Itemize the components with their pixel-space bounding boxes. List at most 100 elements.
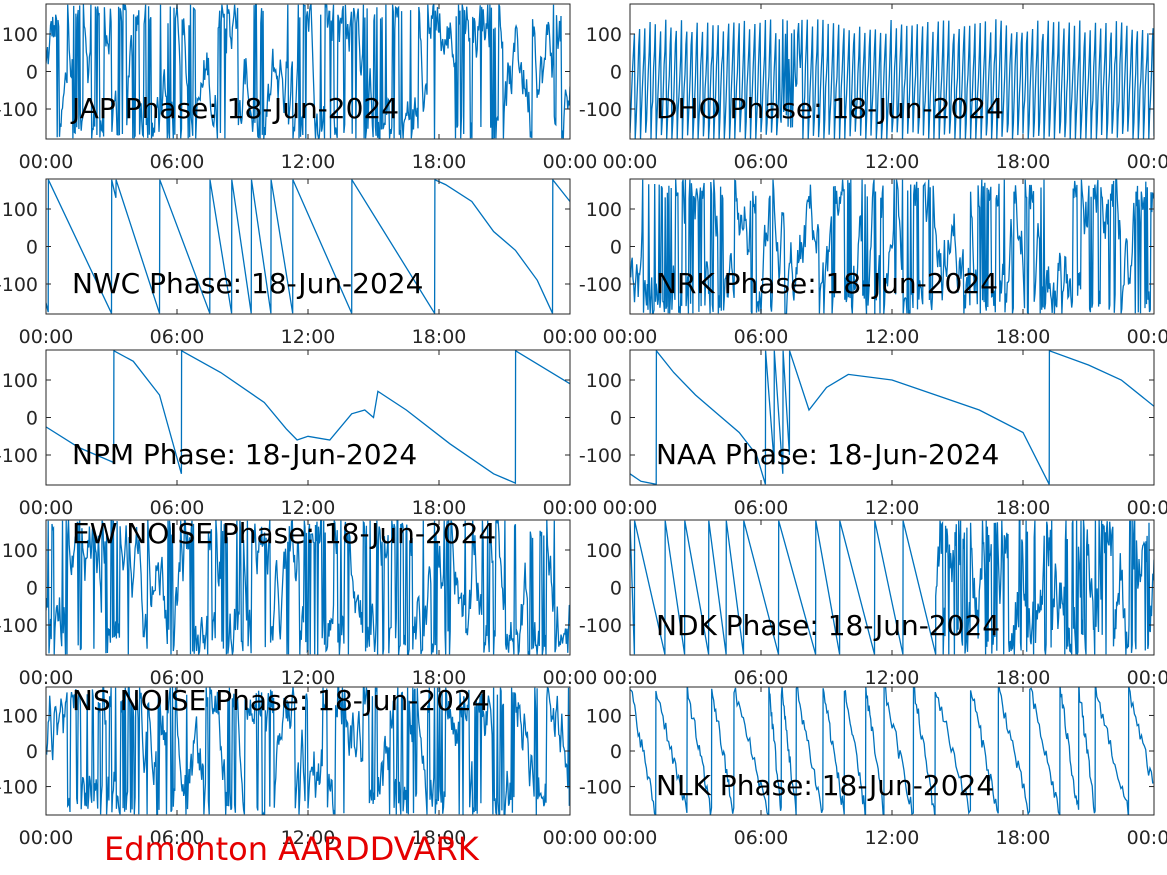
x-tick-label: 06:00 (150, 151, 205, 173)
x-tick-label: 12:00 (865, 667, 920, 689)
panel-title: JAP Phase: 18-Jun-2024 (70, 92, 399, 125)
x-tick-label: 00:00 (603, 827, 658, 849)
phase-panel: 100 0 -100 00:00 06:00 12:00 18:00 00:00 NWC Pha… (0, 178, 598, 348)
x-tick-label: 06:00 (734, 827, 789, 849)
x-tick-label: 06:00 (150, 326, 205, 348)
phase-panel: 100 0 -100 00:00 06:00 12:00 18:00 00:00 DHO Pha… (579, 3, 1167, 173)
y-tick-label: 100 (2, 705, 38, 727)
y-tick-label: 0 (610, 741, 622, 763)
y-tick-label: 100 (586, 199, 622, 221)
x-tick-label: 18:00 (996, 667, 1051, 689)
y-tick-label: 100 (2, 199, 38, 221)
y-tick-label: -100 (579, 777, 622, 799)
x-tick-label: 06:00 (150, 667, 205, 689)
phase-panel: 100 0 -100 00:00 06:00 12:00 18:00 00:00 NS NOIS… (0, 684, 597, 849)
x-tick-label: 00:00 (603, 667, 658, 689)
x-tick-label: 18:00 (412, 151, 467, 173)
x-tick-label: 18:00 (996, 497, 1051, 519)
x-tick-label: 12:00 (865, 326, 920, 348)
x-tick-label: 12:00 (281, 151, 336, 173)
y-tick-label: 0 (26, 408, 38, 430)
x-tick-label: 12:00 (281, 667, 336, 689)
phase-panel: 100 0 -100 00:00 06:00 12:00 18:00 00:00 NDK Pha… (579, 519, 1167, 689)
panel-title: NDK Phase: 18-Jun-2024 (656, 609, 1000, 642)
phase-series-line (630, 687, 1154, 815)
panel-title: NWC Phase: 18-Jun-2024 (72, 267, 423, 300)
phase-panel: 100 0 -100 00:00 06:00 12:00 18:00 00:00 JAP Pha… (0, 3, 598, 173)
y-tick-label: 0 (26, 237, 38, 259)
y-tick-label: -100 (0, 615, 38, 637)
phase-panel: 100 0 -100 00:00 06:00 12:00 18:00 00:00 NRK Pha… (579, 178, 1167, 348)
y-tick-label: 0 (610, 237, 622, 259)
y-tick-label: 0 (26, 741, 38, 763)
x-tick-label: 12:00 (281, 326, 336, 348)
y-tick-label: 100 (586, 705, 622, 727)
phase-series-line (630, 520, 1154, 655)
phase-panel: 100 0 -100 00:00 06:00 12:00 18:00 00:00 NPM Pha… (0, 349, 598, 519)
y-tick-label: -100 (579, 274, 622, 296)
panel-title: NPM Phase: 18-Jun-2024 (72, 438, 417, 471)
x-tick-label: 12:00 (865, 827, 920, 849)
x-tick-label: 00:00 (543, 827, 598, 849)
y-tick-label: 100 (2, 24, 38, 46)
x-tick-label: 06:00 (150, 497, 205, 519)
x-tick-label: 00:00 (19, 497, 74, 519)
x-tick-label: 00:00 (1127, 151, 1167, 173)
x-tick-label: 18:00 (412, 326, 467, 348)
y-tick-label: -100 (0, 445, 38, 467)
phase-series-line (630, 19, 1154, 139)
panel-title: DHO Phase: 18-Jun-2024 (656, 92, 1004, 125)
phase-series-line (630, 179, 1154, 314)
x-tick-label: 00:00 (1127, 667, 1167, 689)
phase-panel: 100 0 -100 00:00 06:00 12:00 18:00 00:00 NLK Pha… (579, 686, 1167, 849)
y-tick-label: 100 (2, 370, 38, 392)
x-tick-label: 06:00 (150, 827, 205, 849)
phase-series-line (630, 350, 1154, 485)
y-tick-label: 0 (610, 62, 622, 84)
x-tick-label: 00:00 (19, 151, 74, 173)
x-tick-label: 18:00 (996, 151, 1051, 173)
x-tick-label: 00:00 (19, 667, 74, 689)
y-tick-label: -100 (579, 445, 622, 467)
x-tick-label: 18:00 (996, 827, 1051, 849)
x-tick-label: 00:00 (1127, 827, 1167, 849)
y-tick-label: -100 (579, 99, 622, 121)
y-tick-label: 0 (610, 578, 622, 600)
y-tick-label: 100 (586, 540, 622, 562)
phase-series-line (46, 520, 570, 655)
panel-title: NS NOISE Phase: 18-Jun-2024 (72, 684, 490, 717)
x-tick-label: 00:00 (603, 326, 658, 348)
x-tick-label: 18:00 (412, 827, 467, 849)
y-tick-label: 100 (586, 24, 622, 46)
y-tick-label: -100 (0, 777, 38, 799)
x-tick-label: 00:00 (19, 326, 74, 348)
x-tick-label: 00:00 (1127, 497, 1167, 519)
x-tick-label: 00:00 (543, 326, 598, 348)
x-tick-label: 00:00 (543, 497, 598, 519)
x-tick-label: 12:00 (865, 497, 920, 519)
x-tick-label: 00:00 (543, 667, 598, 689)
y-tick-label: 0 (26, 578, 38, 600)
y-tick-label: 100 (2, 540, 38, 562)
phase-panel: 100 0 -100 00:00 06:00 12:00 18:00 00:00 NAA Pha… (579, 349, 1167, 519)
x-tick-label: 18:00 (996, 326, 1051, 348)
x-tick-label: 00:00 (543, 151, 598, 173)
y-tick-label: -100 (579, 615, 622, 637)
phase-series-line (46, 687, 570, 815)
panel-title: NLK Phase: 18-Jun-2024 (656, 769, 994, 802)
panel-title: EW NOISE Phase: 18-Jun-2024 (72, 517, 496, 550)
x-tick-label: 06:00 (734, 151, 789, 173)
x-tick-label: 18:00 (412, 497, 467, 519)
y-tick-label: -100 (0, 274, 38, 296)
x-tick-label: 00:00 (1127, 326, 1167, 348)
panel-title: NAA Phase: 18-Jun-2024 (656, 438, 999, 471)
x-tick-label: 06:00 (734, 326, 789, 348)
phase-series-line (46, 179, 570, 314)
phase-panel: 100 0 -100 00:00 06:00 12:00 18:00 00:00 EW NOIS… (0, 517, 597, 689)
x-tick-label: 00:00 (603, 151, 658, 173)
x-tick-label: 06:00 (734, 667, 789, 689)
x-tick-label: 00:00 (603, 497, 658, 519)
x-tick-label: 06:00 (734, 497, 789, 519)
y-tick-label: 0 (26, 62, 38, 84)
